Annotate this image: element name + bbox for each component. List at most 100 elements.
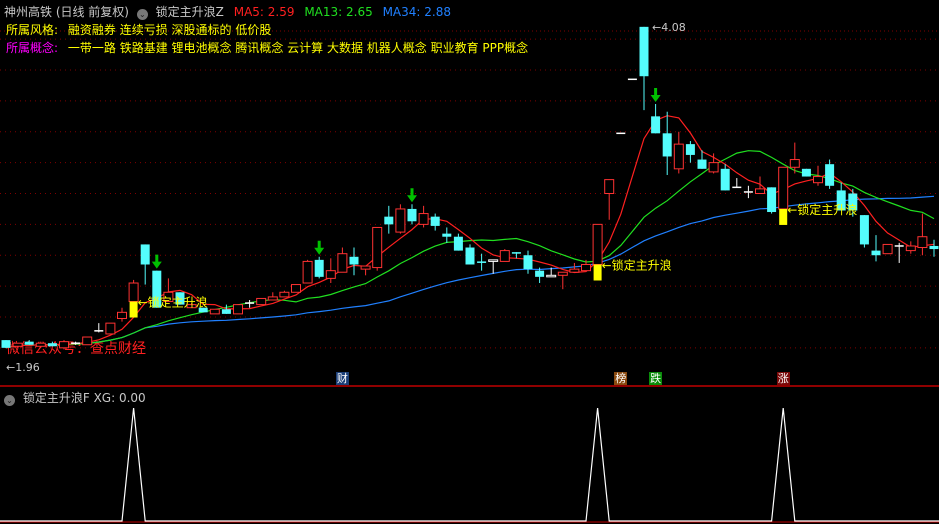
candle bbox=[1, 340, 11, 348]
candle bbox=[708, 153, 719, 174]
candle-body-up bbox=[372, 226, 383, 269]
candle-body-up bbox=[291, 284, 301, 293]
candle-body-down bbox=[523, 255, 533, 270]
event-tag[interactable]: 涨 bbox=[776, 372, 790, 385]
candle bbox=[384, 205, 394, 234]
candle bbox=[651, 104, 661, 134]
style-label: 所属风格: bbox=[6, 23, 59, 37]
candle bbox=[569, 262, 580, 273]
candle-body-up bbox=[117, 311, 127, 320]
candle-body-up bbox=[917, 236, 928, 249]
candle bbox=[105, 322, 116, 335]
green-down-arrow-icon bbox=[407, 188, 417, 203]
candle-body-up bbox=[279, 291, 290, 298]
candle bbox=[720, 164, 730, 191]
candle-body-up bbox=[105, 322, 116, 335]
candle bbox=[465, 244, 475, 265]
candle-body-down bbox=[859, 215, 869, 245]
candle bbox=[477, 253, 487, 271]
candle-body-down bbox=[384, 216, 394, 225]
candle-body-down bbox=[871, 250, 881, 256]
candle-body-down bbox=[198, 307, 208, 313]
green-down-arrow-icon bbox=[151, 254, 162, 269]
candle bbox=[71, 341, 81, 345]
candle-body-up bbox=[325, 270, 336, 279]
style-values: 融资融券 连续亏损 深股通标的 低价股 bbox=[67, 23, 272, 37]
candle bbox=[175, 292, 185, 305]
candle-body-up bbox=[569, 268, 580, 273]
candle bbox=[233, 304, 243, 315]
candle bbox=[499, 249, 510, 262]
candle-body-down bbox=[477, 261, 487, 263]
candle bbox=[882, 243, 893, 255]
candle bbox=[917, 213, 928, 256]
candle-body-up bbox=[581, 263, 591, 272]
candle bbox=[360, 265, 371, 276]
event-tag[interactable]: 跌 bbox=[649, 372, 663, 385]
concept-label: 所属概念: bbox=[6, 41, 59, 55]
candle bbox=[685, 141, 695, 163]
candle-body-up bbox=[360, 265, 371, 270]
candle-body-up bbox=[755, 188, 765, 195]
candle bbox=[743, 185, 753, 199]
candle bbox=[813, 165, 823, 186]
candle bbox=[349, 247, 359, 276]
candle bbox=[82, 336, 93, 346]
candle bbox=[697, 150, 707, 169]
event-tag[interactable]: 榜 bbox=[614, 372, 628, 385]
sub-indicator-name[interactable]: 锁定主升浪F bbox=[22, 391, 90, 405]
candle-body-down bbox=[836, 190, 846, 211]
candle bbox=[395, 204, 406, 234]
candle bbox=[267, 292, 278, 301]
candle-body-up bbox=[163, 291, 174, 303]
candle bbox=[604, 179, 615, 220]
candle bbox=[372, 226, 383, 271]
candle-body-up bbox=[488, 259, 499, 262]
indicator-name[interactable]: 锁定主升浪Z bbox=[155, 5, 224, 19]
candle-body-up bbox=[882, 243, 893, 255]
candle bbox=[825, 159, 835, 189]
candle bbox=[929, 239, 939, 257]
candle-body-down bbox=[314, 259, 324, 277]
candle-body-down bbox=[651, 116, 661, 134]
ma13-line bbox=[5, 150, 935, 349]
candle bbox=[442, 227, 452, 243]
candle-body-down bbox=[430, 216, 440, 226]
candle bbox=[673, 131, 684, 174]
candle bbox=[767, 187, 777, 214]
sub-panel-header: ⌄ 锁定主升浪F XG: 0.00 bbox=[4, 389, 146, 406]
green-down-arrow-icon bbox=[650, 88, 661, 102]
candle bbox=[732, 178, 742, 189]
signal-label: ←锁定主升浪 bbox=[602, 257, 672, 272]
xg-signal-line bbox=[0, 407, 939, 522]
candle-body-up bbox=[12, 342, 23, 347]
candle-body-down bbox=[720, 168, 730, 191]
candle bbox=[639, 26, 649, 111]
candle bbox=[291, 284, 301, 293]
candle-body-up bbox=[499, 250, 510, 262]
candle bbox=[848, 188, 858, 217]
chevron-down-circle-icon[interactable]: ⌄ bbox=[4, 395, 15, 406]
candle bbox=[905, 241, 916, 254]
candle bbox=[94, 323, 104, 333]
ma34-value: MA34: 2.88 bbox=[382, 5, 451, 19]
candle-body-up bbox=[35, 342, 46, 347]
ma13-value: MA13: 2.65 bbox=[304, 5, 373, 19]
candle bbox=[152, 270, 162, 308]
candle-body-up bbox=[418, 213, 429, 225]
candle bbox=[894, 242, 904, 263]
candle bbox=[662, 111, 672, 175]
candle bbox=[430, 213, 440, 231]
candle bbox=[59, 340, 69, 350]
candle-body-down bbox=[697, 159, 707, 169]
candle bbox=[535, 267, 545, 284]
candle-body-down bbox=[929, 245, 939, 250]
candle bbox=[221, 304, 231, 314]
candle-body-up bbox=[708, 162, 719, 173]
candle bbox=[47, 341, 57, 347]
candle-body-up bbox=[546, 274, 557, 278]
candle bbox=[581, 259, 591, 272]
chevron-down-circle-icon[interactable]: ⌄ bbox=[136, 9, 148, 20]
event-tag[interactable]: 财 bbox=[335, 372, 349, 385]
